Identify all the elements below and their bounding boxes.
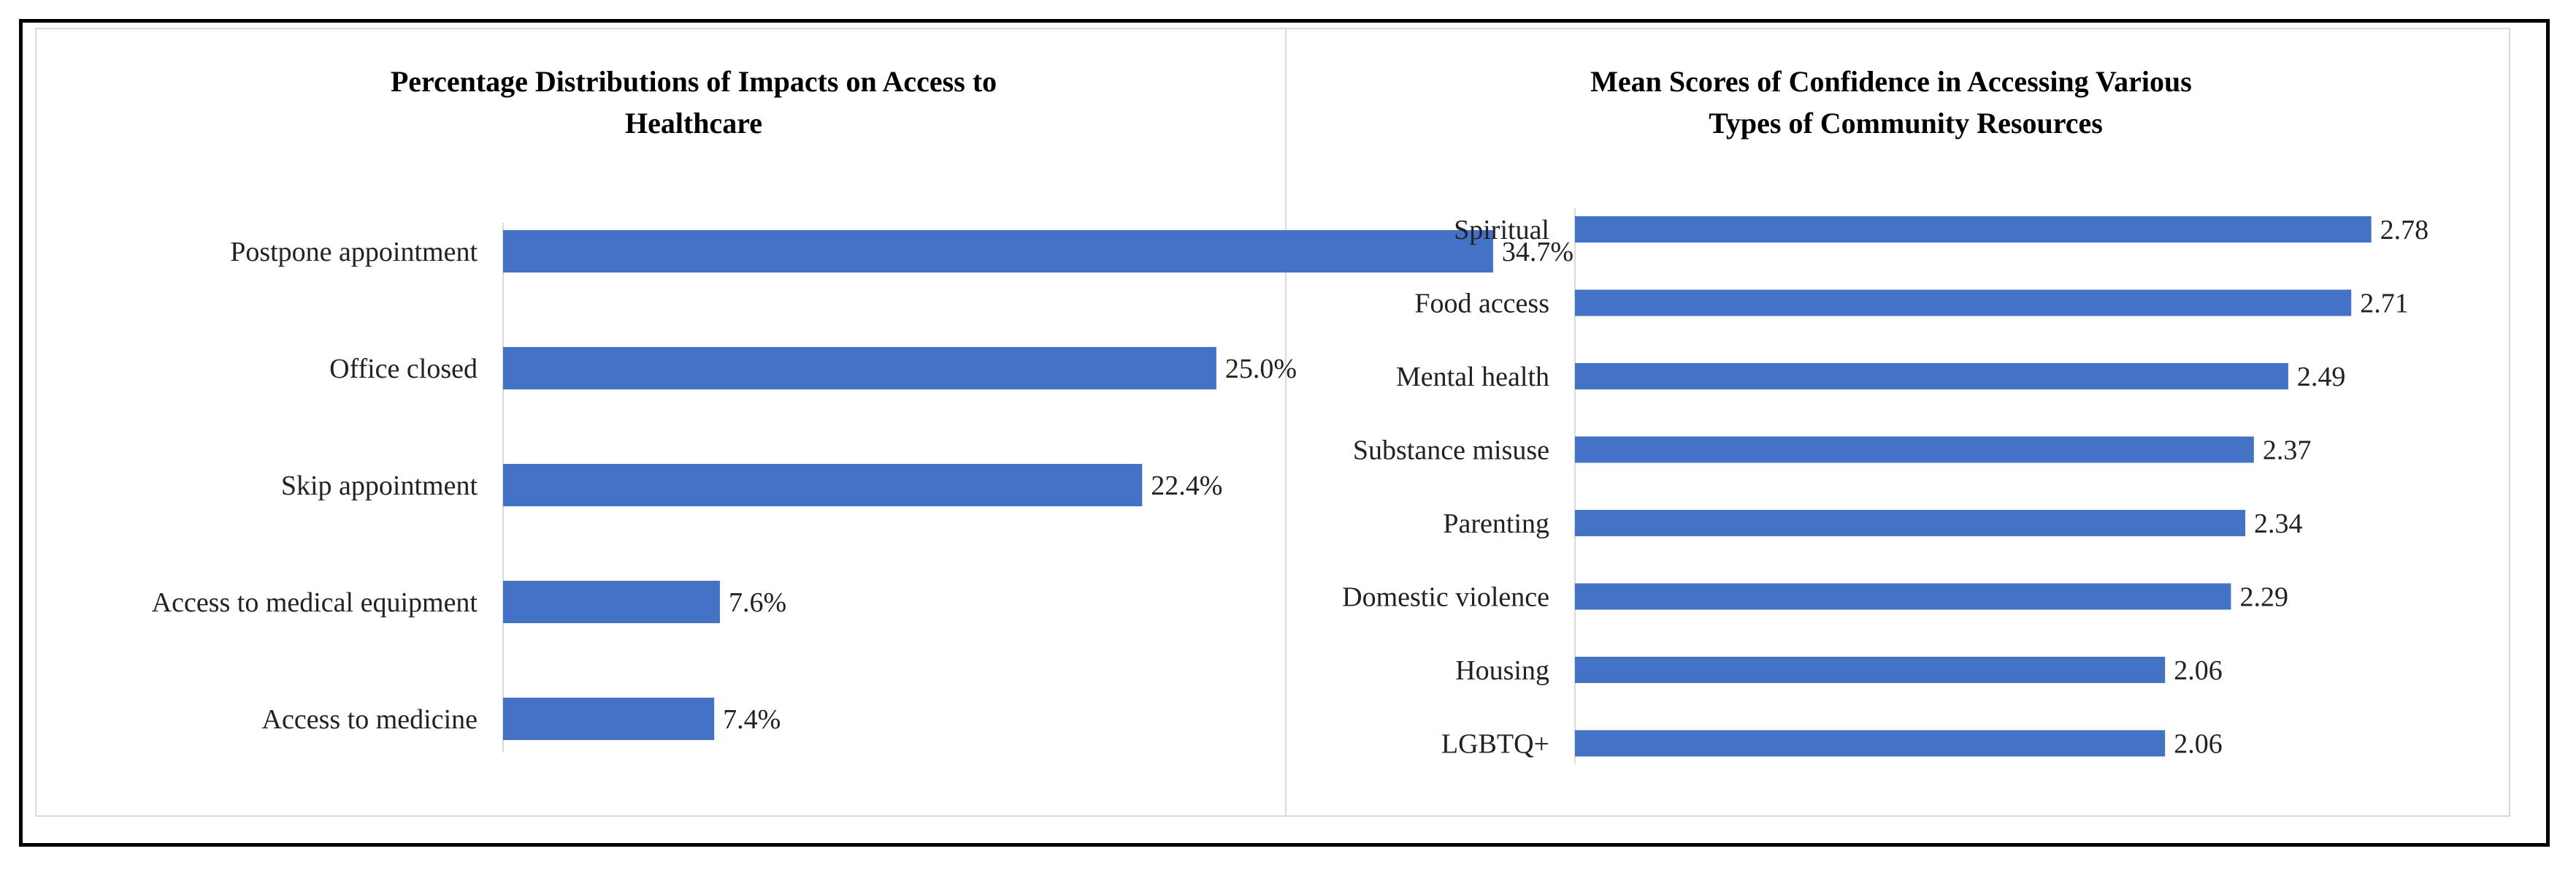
chart-left-category-label: Office closed xyxy=(329,354,478,384)
chart-right-bar xyxy=(1575,510,2246,536)
chart-right-title-line1: Mean Scores of Confidence in Accessing V… xyxy=(1590,65,2192,98)
chart-left-category-label: Skip appointment xyxy=(281,470,478,501)
figure-frame xyxy=(19,19,2550,847)
chart-area-border xyxy=(35,28,2510,817)
chart-left-category-label: Postpone appointment xyxy=(230,237,478,267)
chart-right-bar xyxy=(1575,730,2166,757)
chart-right-category-label: Housing xyxy=(1455,655,1549,686)
chart-right-category-label: Substance misuse xyxy=(1353,435,1549,466)
chart-right-bar xyxy=(1575,583,2231,610)
chart-right-value-label: 2.29 xyxy=(2239,582,2288,613)
chart-right-value-label: 2.71 xyxy=(2360,289,2409,319)
chart-left-bar xyxy=(503,581,720,623)
chart-left-category-label: Access to medical equipment xyxy=(152,587,478,618)
chart-right-bars: Spiritual 2.78 Food access 2.71 Mental healt… xyxy=(1342,215,2429,760)
chart-left-title-line2: Healthcare xyxy=(625,107,762,140)
chart-left-value-label: 22.4% xyxy=(1151,470,1222,501)
chart-left-bar xyxy=(503,347,1216,389)
chart-left-category-label: Access to medicine xyxy=(262,704,478,735)
chart-left-title-line1: Percentage Distributions of Impacts on A… xyxy=(391,65,997,98)
chart-left-value-label: 7.6% xyxy=(729,587,786,618)
chart-left-bar xyxy=(503,698,715,740)
chart-right-category-label: Parenting xyxy=(1443,508,1549,539)
chart-right-bar xyxy=(1575,363,2288,389)
chart-left-value-label: 25.0% xyxy=(1225,354,1297,384)
chart-right-category-label: Mental health xyxy=(1396,362,1549,392)
chart-left-bars: Postpone appointment 34.7% Office closed 25… xyxy=(152,230,1573,740)
chart-right-value-label: 2.06 xyxy=(2174,655,2223,686)
chart-right-bar xyxy=(1575,657,2166,683)
panel-divider xyxy=(1285,29,1287,817)
chart-right-bar xyxy=(1575,436,2254,463)
chart-right-category-label: Food access xyxy=(1414,289,1549,319)
chart-left-value-label: 7.4% xyxy=(723,704,781,735)
chart-right-category-label: Domestic violence xyxy=(1342,582,1549,613)
chart-right-value-label: 2.37 xyxy=(2263,435,2312,466)
chart-right-category-label: LGBTQ+ xyxy=(1441,729,1549,760)
chart-left-value-label: 34.7% xyxy=(1502,237,1573,267)
chart-right-value-label: 2.34 xyxy=(2254,508,2303,539)
chart-right-value-label: 2.49 xyxy=(2297,362,2346,392)
chart-right-category-label: Spiritual xyxy=(1454,215,1549,245)
chart-right-bar xyxy=(1575,289,2352,316)
chart-right-title-line2: Types of Community Resources xyxy=(1709,107,2103,140)
chart-right-value-label: 2.06 xyxy=(2174,729,2223,760)
chart-left-bar xyxy=(503,464,1143,506)
chart-right-bar xyxy=(1575,216,2372,243)
chart-left-bar xyxy=(503,230,1493,272)
chart-right-value-label: 2.78 xyxy=(2380,215,2429,245)
